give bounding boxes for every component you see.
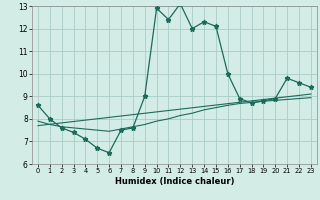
X-axis label: Humidex (Indice chaleur): Humidex (Indice chaleur) (115, 177, 234, 186)
